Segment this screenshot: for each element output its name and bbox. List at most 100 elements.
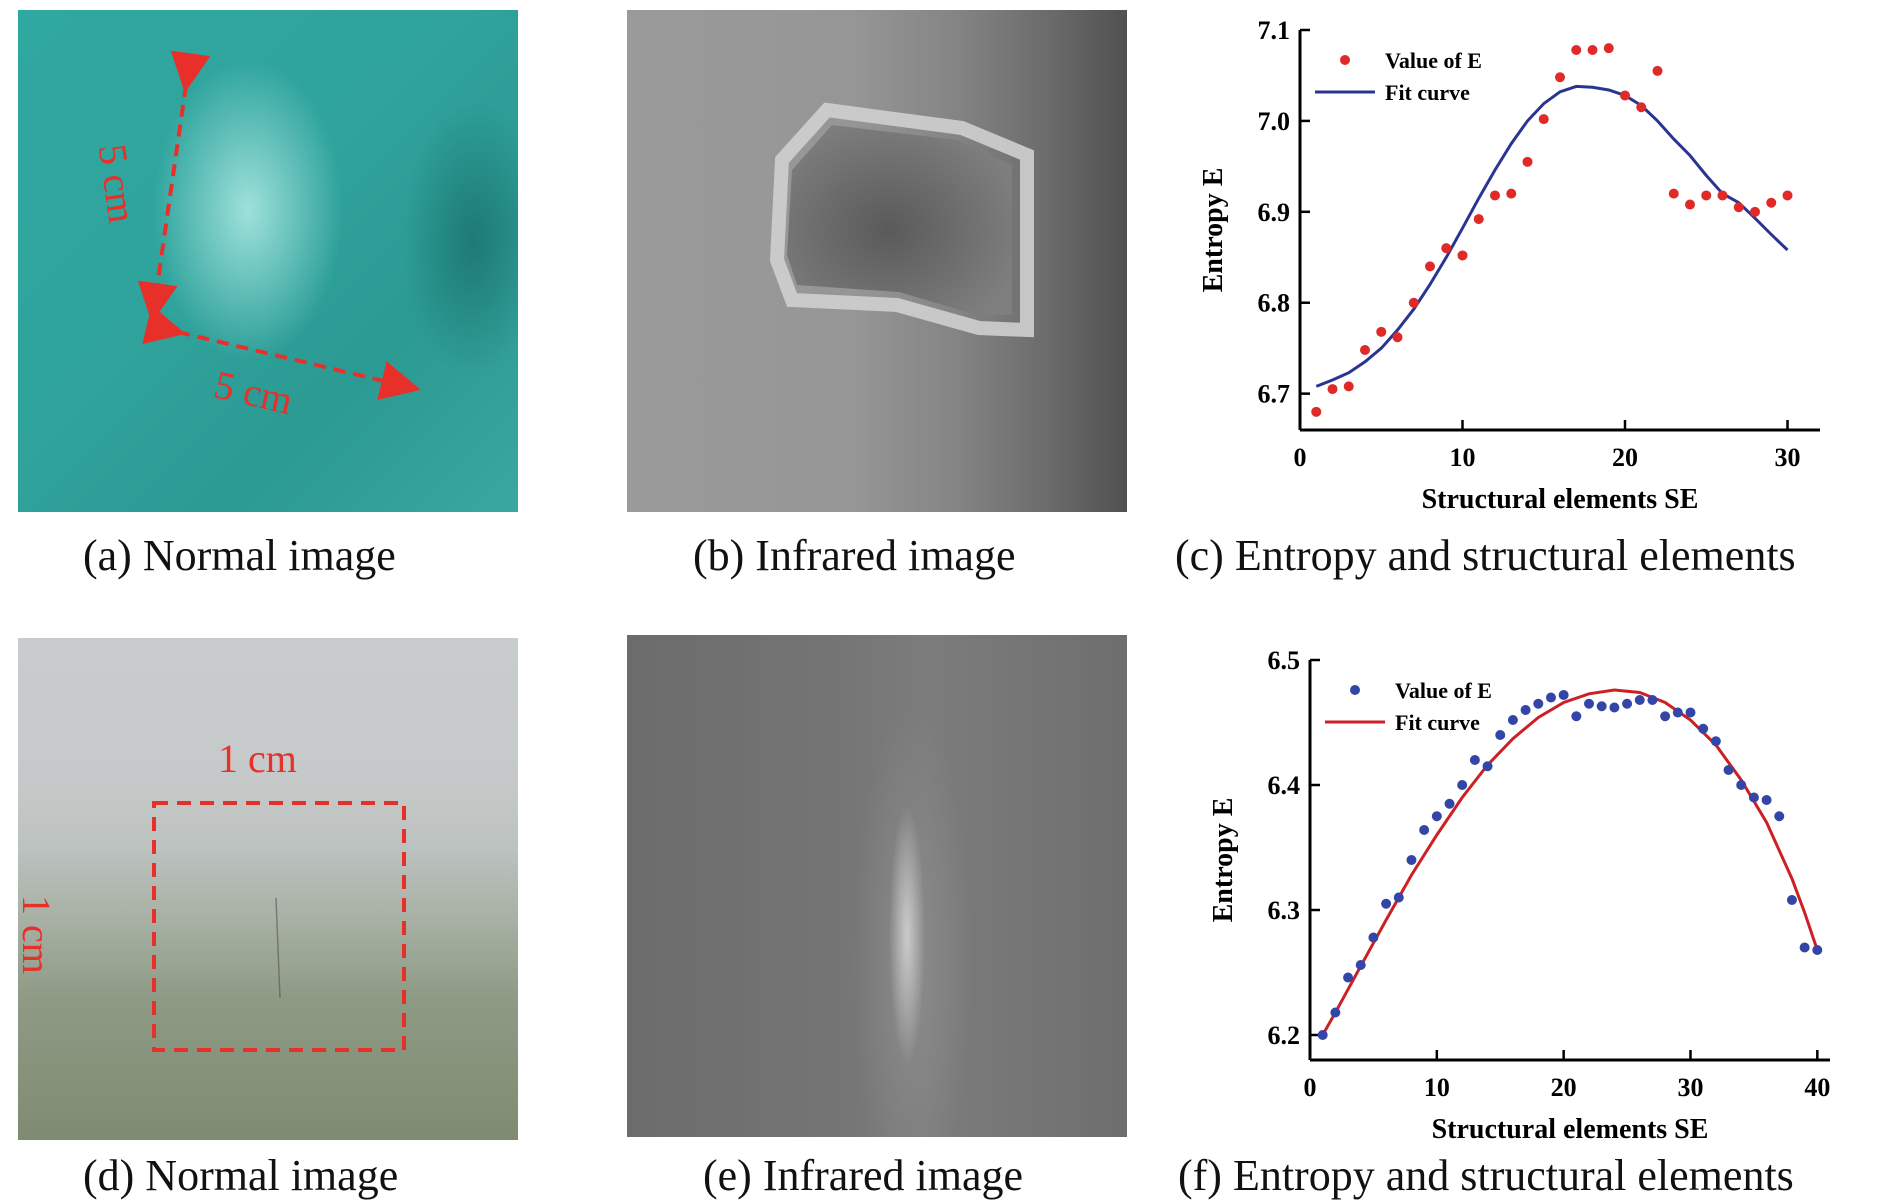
horizontal-dimension-arrow bbox=[142, 305, 421, 401]
data-point bbox=[1506, 188, 1517, 199]
y-tick-label: 6.3 bbox=[1268, 896, 1301, 925]
fit-curve-line bbox=[1321, 688, 1819, 1036]
dimension-label-top-d: 1 cm bbox=[218, 736, 297, 781]
data-point bbox=[1717, 190, 1728, 201]
legend-marker-points bbox=[1340, 55, 1350, 65]
data-point bbox=[1520, 705, 1531, 715]
data-point bbox=[1522, 156, 1533, 167]
data-point bbox=[1368, 932, 1379, 943]
infrared-defect-outline bbox=[769, 102, 1034, 338]
y-axis-label: Entropy E bbox=[1208, 798, 1239, 923]
x-tick-label: 20 bbox=[1612, 443, 1638, 472]
data-point bbox=[1584, 698, 1595, 709]
data-point bbox=[1311, 406, 1322, 417]
infrared-image-e bbox=[627, 635, 1127, 1137]
entropy-chart-c: 0 10 20 30 6.7 6.8 6.9 7.0 7.1 Structural element… bbox=[1198, 16, 1820, 515]
data-point bbox=[1685, 199, 1695, 210]
caption-f: (f) Entropy and structural elements bbox=[1178, 1151, 1794, 1200]
data-point bbox=[1457, 250, 1468, 261]
data-point bbox=[1408, 297, 1419, 308]
legend-label: Fit curve bbox=[1385, 80, 1470, 105]
legend-marker-points bbox=[1350, 685, 1360, 695]
data-point bbox=[1672, 707, 1683, 718]
y-tick-label: 7.1 bbox=[1258, 16, 1291, 45]
caption-a: (a) Normal image bbox=[83, 531, 396, 580]
data-point bbox=[1490, 190, 1500, 201]
data-point bbox=[1507, 715, 1518, 725]
data-point bbox=[1441, 243, 1452, 254]
legend-label: Value of E bbox=[1395, 678, 1492, 703]
data-point bbox=[1495, 730, 1506, 740]
data-point bbox=[1425, 261, 1435, 272]
y-tick-label: 6.8 bbox=[1258, 289, 1291, 318]
data-point bbox=[1545, 692, 1556, 703]
data-point bbox=[1668, 188, 1679, 199]
data-point bbox=[1392, 332, 1403, 343]
data-point bbox=[1660, 711, 1671, 722]
data-point bbox=[1710, 736, 1721, 747]
data-point bbox=[1634, 695, 1645, 705]
data-point bbox=[1343, 972, 1354, 983]
vertical-dimension-arrow bbox=[137, 50, 211, 323]
x-tick-label: 20 bbox=[1551, 1073, 1577, 1102]
x-axis-label: Structural elements SE bbox=[1432, 1114, 1709, 1145]
y-tick-label: 6.4 bbox=[1268, 771, 1301, 800]
data-point bbox=[1406, 855, 1417, 865]
legend-label: Value of E bbox=[1385, 48, 1482, 73]
data-point bbox=[1330, 1007, 1341, 1018]
data-point bbox=[1343, 381, 1354, 392]
y-tick-label: 6.9 bbox=[1258, 198, 1291, 227]
data-point bbox=[1376, 326, 1387, 337]
legend-label: Fit curve bbox=[1395, 710, 1480, 735]
data-point bbox=[1431, 811, 1442, 822]
y-tick-label: 6.7 bbox=[1258, 380, 1291, 409]
data-point bbox=[1603, 43, 1614, 54]
data-point bbox=[1636, 102, 1647, 113]
data-point bbox=[1571, 711, 1582, 722]
data-point bbox=[1620, 90, 1630, 101]
data-point bbox=[1723, 765, 1734, 775]
data-point bbox=[1587, 45, 1598, 55]
data-point bbox=[1733, 202, 1744, 213]
data-point bbox=[1393, 892, 1404, 903]
x-tick-label: 30 bbox=[1775, 443, 1801, 472]
data-point bbox=[1473, 214, 1484, 225]
data-point bbox=[1555, 72, 1565, 83]
y-tick-label: 6.5 bbox=[1268, 646, 1301, 675]
data-point bbox=[1457, 780, 1468, 790]
data-point bbox=[1609, 702, 1620, 713]
data-point bbox=[1799, 942, 1810, 953]
caption-b: (b) Infrared image bbox=[693, 531, 1016, 580]
data-point bbox=[1652, 65, 1663, 76]
data-point bbox=[1766, 197, 1777, 208]
normal-image-a bbox=[18, 10, 518, 512]
data-point bbox=[1419, 825, 1430, 835]
data-point bbox=[1381, 898, 1392, 909]
data-point bbox=[1482, 761, 1493, 772]
data-point bbox=[1786, 895, 1797, 905]
data-point bbox=[1748, 792, 1759, 803]
x-tick-label: 10 bbox=[1424, 1073, 1450, 1102]
x-tick-label: 40 bbox=[1804, 1073, 1830, 1102]
data-point bbox=[1812, 945, 1823, 955]
data-point bbox=[1558, 690, 1569, 700]
y-axis-label: Entropy E bbox=[1198, 168, 1229, 293]
caption-e: (e) Infrared image bbox=[703, 1151, 1024, 1200]
data-point bbox=[1360, 345, 1370, 355]
x-tick-label: 10 bbox=[1450, 443, 1476, 472]
y-tick-label: 6.2 bbox=[1268, 1021, 1301, 1050]
data-point bbox=[1444, 798, 1455, 809]
x-tick-label: 30 bbox=[1677, 1073, 1703, 1102]
x-tick-label: 0 bbox=[1294, 443, 1307, 472]
data-point bbox=[1750, 206, 1760, 217]
data-point bbox=[1736, 780, 1747, 790]
data-point bbox=[1317, 1030, 1328, 1040]
data-point bbox=[1355, 960, 1366, 970]
data-point bbox=[1596, 701, 1607, 712]
infrared-image-b bbox=[627, 10, 1127, 512]
data-point bbox=[1774, 811, 1785, 822]
data-point bbox=[1469, 755, 1480, 765]
data-point bbox=[1533, 698, 1544, 709]
x-axis-label: Structural elements SE bbox=[1422, 484, 1699, 515]
fit-curve-line bbox=[1315, 84, 1789, 388]
